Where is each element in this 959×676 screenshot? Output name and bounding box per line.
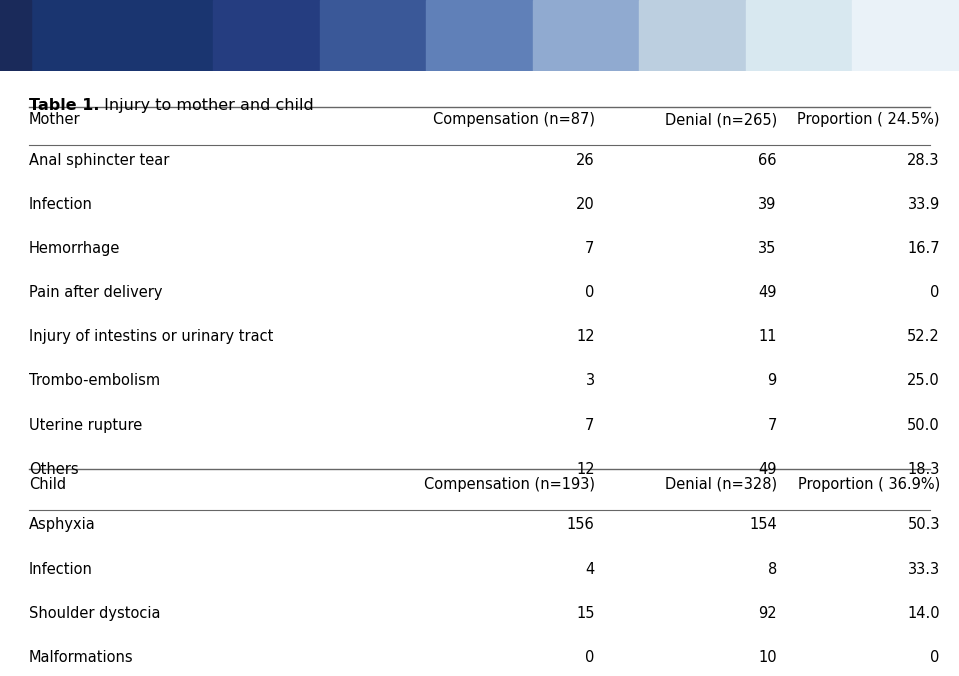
Text: 33.9: 33.9 (907, 197, 940, 212)
Text: Others: Others (29, 462, 79, 477)
Text: 9: 9 (767, 373, 777, 389)
Text: 0: 0 (585, 285, 595, 300)
Text: Proportion ( 24.5%): Proportion ( 24.5%) (797, 112, 940, 127)
Text: Trombo-embolism: Trombo-embolism (29, 373, 160, 389)
Text: Compensation (n=193): Compensation (n=193) (424, 477, 595, 492)
Text: 154: 154 (749, 518, 777, 533)
Text: 49: 49 (759, 462, 777, 477)
Text: 7: 7 (585, 418, 595, 433)
Bar (746, 0, 853, 71)
Text: 7: 7 (767, 418, 777, 433)
Text: 20: 20 (575, 197, 595, 212)
Text: 52.2: 52.2 (907, 329, 940, 344)
Text: Mother: Mother (29, 112, 81, 127)
Text: 25.0: 25.0 (907, 373, 940, 389)
Text: 92: 92 (759, 606, 777, 621)
Text: Denial (n=328): Denial (n=328) (665, 477, 777, 492)
Bar (106, 0, 213, 71)
Text: 15: 15 (576, 606, 595, 621)
Text: Child: Child (29, 477, 66, 492)
Text: 49: 49 (759, 285, 777, 300)
Text: 26: 26 (576, 153, 595, 168)
Bar (0, 0, 31, 71)
Text: Asphyxia: Asphyxia (29, 518, 96, 533)
Text: 3: 3 (585, 373, 595, 389)
Text: 12: 12 (576, 329, 595, 344)
Text: Injury to mother and child: Injury to mother and child (99, 98, 314, 113)
Text: Proportion ( 36.9%): Proportion ( 36.9%) (798, 477, 940, 492)
Bar (426, 0, 533, 71)
Text: 50.3: 50.3 (907, 518, 940, 533)
Text: 18.3: 18.3 (907, 462, 940, 477)
Text: Compensation (n=87): Compensation (n=87) (433, 112, 595, 127)
Text: 35: 35 (759, 241, 777, 256)
Text: 0: 0 (930, 285, 940, 300)
Bar (319, 0, 426, 71)
Text: Table 1.: Table 1. (29, 98, 100, 113)
Text: 14.0: 14.0 (907, 606, 940, 621)
Text: 28.3: 28.3 (907, 153, 940, 168)
Text: Shoulder dystocia: Shoulder dystocia (29, 606, 160, 621)
Text: 12: 12 (576, 462, 595, 477)
Text: 8: 8 (767, 562, 777, 577)
Text: Infection: Infection (29, 562, 93, 577)
Text: 7: 7 (585, 241, 595, 256)
Text: 33.3: 33.3 (908, 562, 940, 577)
Text: 10: 10 (759, 650, 777, 665)
Bar (213, 0, 319, 71)
Text: 0: 0 (585, 650, 595, 665)
Text: 39: 39 (759, 197, 777, 212)
Text: Injury of intestins or urinary tract: Injury of intestins or urinary tract (29, 329, 273, 344)
Bar (640, 0, 746, 71)
Bar (0, 0, 106, 71)
Text: 11: 11 (759, 329, 777, 344)
Text: Hemorrhage: Hemorrhage (29, 241, 120, 256)
Text: 16.7: 16.7 (907, 241, 940, 256)
Text: Infection: Infection (29, 197, 93, 212)
Text: 50.0: 50.0 (907, 418, 940, 433)
Text: Denial (n=265): Denial (n=265) (665, 112, 777, 127)
Text: Pain after delivery: Pain after delivery (29, 285, 162, 300)
Text: Uterine rupture: Uterine rupture (29, 418, 142, 433)
Text: 66: 66 (759, 153, 777, 168)
Text: 4: 4 (585, 562, 595, 577)
Text: 0: 0 (930, 650, 940, 665)
Text: Anal sphincter tear: Anal sphincter tear (29, 153, 169, 168)
Text: 156: 156 (567, 518, 595, 533)
Text: Malformations: Malformations (29, 650, 133, 665)
Bar (533, 0, 640, 71)
Bar (853, 0, 959, 71)
